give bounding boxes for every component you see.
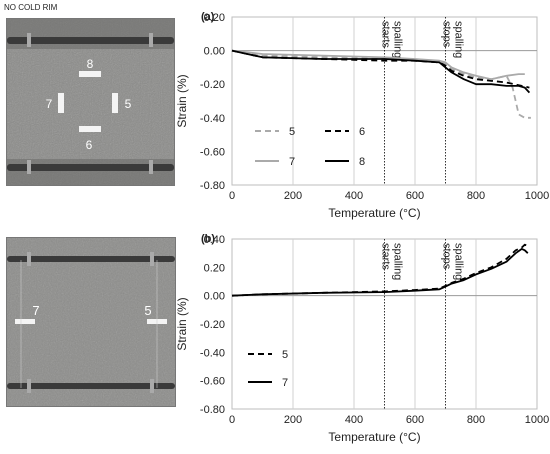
chart-a-annotation-line-text: spalling (392, 21, 404, 58)
chart-b-ytick-label: 0.00 (204, 291, 225, 303)
photo-a-label-5: 5 (125, 97, 132, 111)
chart-a-xtick-label: 0 (229, 190, 235, 202)
chart-a-panel-label: (a) (201, 11, 215, 23)
specimen-photo-a: 8 7 5 6 (6, 18, 175, 186)
chart-a-xtick-label: 800 (467, 190, 485, 202)
chart-b-legend-label-5: 5 (282, 349, 288, 361)
chart-a-ytick-label: 0.20 (204, 12, 225, 24)
chart-b-series-7-line (231, 247, 529, 297)
chart-b-xtick-label: 200 (284, 414, 302, 426)
photo-b-label-5: 5 (144, 303, 151, 318)
specimen-photo-b: 7 5 (6, 237, 176, 407)
chart-a-series-7-line (231, 49, 525, 81)
chart-a-xtick-label: 200 (284, 190, 302, 202)
chart-a-xlabel: Temperature (°C) (328, 206, 420, 220)
chart-a-legend-label-6: 6 (359, 126, 365, 138)
chart-b-annotation-spalling-stops: spallingstops (441, 243, 465, 280)
chart-a-xtick-label: 400 (345, 190, 363, 202)
chart-a-xtick-label: 600 (406, 190, 424, 202)
chart-a-annotation-line-text: spalling (453, 21, 465, 58)
chart-b-annotation-spalling-starts: spallingstarts (380, 243, 404, 280)
chart-a-legend-label-8: 8 (359, 156, 365, 168)
figure-header: NO COLD RIM (4, 3, 58, 12)
chart-a-series-8-line (231, 49, 531, 94)
chart-b-annotation-line-text: spalling (453, 243, 465, 280)
chart-b-xtick-label: 600 (406, 414, 424, 426)
chart-a-legend-label-7: 7 (289, 156, 295, 168)
chart-b-ytick-label: -0.60 (200, 376, 225, 388)
chart-b-panel-label: (b) (201, 233, 215, 245)
chart-a-xtick-label: 1000 (525, 190, 549, 202)
chart-a-ylabel: Strain (%) (175, 74, 189, 127)
specimen-photo-b-drawing: 7 5 (7, 238, 175, 406)
chart-b-xtick-label: 1000 (525, 414, 549, 426)
chart-b-ytick-label: 0.40 (204, 234, 225, 246)
chart-a-ytick-label: 0.00 (204, 46, 225, 58)
chart-a-legend-label-5: 5 (289, 126, 295, 138)
photo-a-label-6: 6 (86, 138, 93, 152)
chart-b-xtick-label: 800 (467, 414, 485, 426)
photo-a-label-7: 7 (46, 97, 53, 111)
chart-b-legend-label-7: 7 (282, 377, 288, 389)
chart-a-annotation-spalling-stops: spallingstops (441, 21, 465, 58)
specimen-photo-a-drawing: 8 7 5 6 (7, 19, 174, 185)
chart-b-ytick-label: 0.20 (204, 262, 225, 274)
photo-a-label-8: 8 (87, 57, 94, 71)
chart-b-annotation-line-text: starts (380, 243, 392, 270)
chart-b-ytick-label: -0.20 (200, 319, 225, 331)
chart-b-xtick-label: 0 (229, 414, 235, 426)
chart-b-xlabel: Temperature (°C) (328, 430, 420, 444)
chart-b-ytick-label: -0.40 (200, 347, 225, 359)
chart-a-annotation-line-text: stops (441, 21, 453, 48)
chart-a-ytick-label: -0.80 (200, 180, 225, 192)
chart-a-ytick-label: -0.20 (200, 79, 225, 91)
chart-a-annotation-spalling-starts: spallingstarts (380, 21, 404, 58)
photo-b-label-7: 7 (32, 303, 39, 318)
chart-a-annotation-line-text: starts (380, 21, 392, 48)
chart-b-xtick-label: 400 (345, 414, 363, 426)
chart-b-annotation-line-text: stops (441, 243, 453, 270)
chart-b-ylabel: Strain (%) (175, 297, 189, 350)
chart-a-ytick-label: -0.40 (200, 113, 225, 125)
chart-b-annotation-line-text: spalling (392, 243, 404, 280)
chart-b-ytick-label: -0.80 (200, 404, 225, 416)
chart-a-ytick-label: -0.60 (200, 146, 225, 158)
